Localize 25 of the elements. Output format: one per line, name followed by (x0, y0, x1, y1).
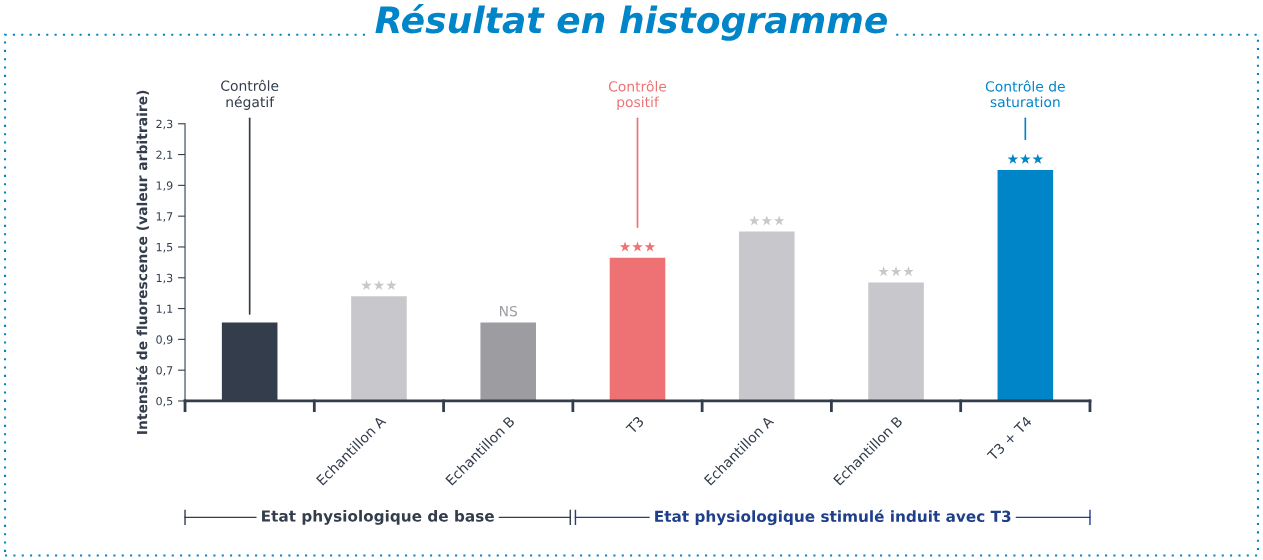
data-label: ★★★ (361, 279, 397, 291)
data-label: ★★★ (749, 215, 785, 226)
y-axis-title: Intensité de fluorescence (valeur arbitraire) (136, 90, 149, 434)
text: Etat physiologique de base (262, 509, 494, 525)
y-tick-label: 2,3 (156, 119, 173, 130)
x-tick-label: T3 + T4 (986, 415, 1033, 462)
y-tick-label: 0,9 (156, 335, 173, 345)
data-label: NS (499, 305, 518, 317)
y-tick-label: 1,3 (156, 273, 173, 284)
text: Contrôle de saturation (985, 80, 1065, 108)
y-tick-label: 1,7 (156, 212, 173, 222)
y-tick-label: 1,5 (156, 243, 173, 253)
x-tick-label: T3 (625, 415, 645, 435)
text: Contrôle négatif (221, 79, 279, 110)
text: Etat physiologique stimulé induit avec T3 (655, 509, 1011, 526)
y-tick-label: 0,7 (156, 366, 173, 376)
chart-title: Résultat en histogramme (375, 4, 887, 41)
data-label: ★★★ (1007, 153, 1044, 164)
y-tick-label: 0,5 (156, 396, 173, 407)
text: Contrôle positif (608, 80, 667, 110)
y-tick-label: 2,1 (156, 150, 173, 161)
data-label: ★★★ (878, 266, 914, 277)
y-tick-label: 1,9 (156, 181, 173, 191)
data-label: ★★★ (619, 241, 656, 252)
y-tick-label: 1,1 (156, 304, 173, 315)
